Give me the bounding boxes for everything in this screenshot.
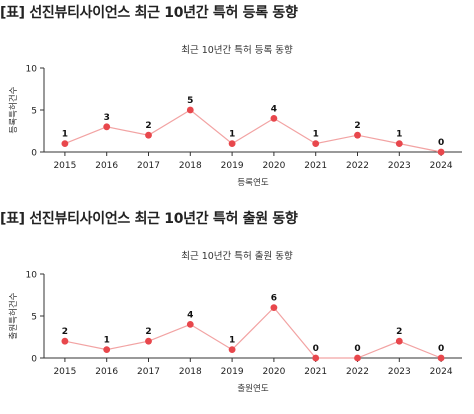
x-tick-label: 2017 [137, 161, 160, 171]
application-chart: 최근 10년간 특허 출원 동향 0 5 10 2015 2016 2017 2018 2019… [4, 232, 470, 410]
x-axis-label: 등록연도 [237, 178, 268, 188]
chart-title: 최근 10년간 특허 등록 동향 [181, 44, 293, 56]
data-point [103, 346, 111, 353]
data-point [437, 354, 445, 362]
data-label: 4 [271, 104, 277, 114]
data-point [61, 140, 69, 147]
y-tick-label: 5 [31, 313, 37, 323]
x-tick-label: 2019 [221, 161, 244, 171]
x-tick-label: 2021 [304, 161, 327, 171]
data-point [186, 106, 194, 114]
series-line [64, 306, 442, 359]
y-tick-label: 10 [26, 271, 38, 281]
data-label: 1 [62, 130, 68, 140]
x-tick-label: 2016 [95, 367, 118, 377]
data-point [103, 123, 111, 131]
chart-title: 최근 10년간 특허 출원 동향 [181, 250, 293, 262]
x-tick-label: 2023 [388, 161, 411, 171]
data-label: 1 [396, 130, 402, 140]
series-line [64, 109, 442, 153]
y-tick-label: 10 [26, 65, 38, 75]
data-point [228, 346, 236, 353]
y-axis-label: 출원특허건수 [8, 292, 19, 339]
data-label: 2 [145, 121, 151, 131]
data-point [228, 140, 236, 147]
data-label: 4 [187, 310, 193, 320]
x-tick-label: 2017 [137, 367, 160, 377]
section-title-application: [표] 선진뷰티사이언스 최근 10년간 특허 출원 동향 [0, 211, 298, 227]
x-tick-label: 2018 [179, 161, 202, 171]
x-axis-label: 출원연도 [237, 383, 268, 394]
y-tick-label: 0 [31, 149, 37, 159]
x-tick-label: 2024 [430, 367, 453, 377]
data-point [270, 115, 278, 122]
data-label: 1 [313, 130, 319, 140]
data-point [395, 140, 403, 147]
data-point [145, 337, 152, 345]
data-label: 1 [229, 336, 235, 346]
x-tick-label: 2020 [262, 367, 285, 377]
data-label: 2 [354, 121, 360, 131]
data-point [186, 321, 194, 328]
data-label: 2 [145, 327, 151, 337]
y-axis-label: 등록특허건수 [8, 86, 19, 133]
x-tick-label: 2022 [346, 161, 369, 171]
x-tick-label: 2015 [53, 367, 76, 377]
section-title-registration: [표] 선진뷰티사이언스 최근 10년간 특허 등록 동향 [0, 5, 298, 21]
data-label: 1 [229, 130, 235, 140]
x-tick-label: 2019 [221, 367, 244, 377]
x-tick-label: 2024 [430, 161, 453, 171]
data-label: 0 [438, 138, 444, 148]
data-point [437, 148, 445, 156]
x-tick-label: 2018 [179, 367, 202, 377]
x-tick-label: 2016 [95, 161, 118, 171]
data-label: 0 [354, 344, 360, 354]
data-point [270, 304, 278, 311]
data-label: 0 [313, 344, 319, 354]
data-point [312, 354, 320, 362]
data-point [395, 337, 403, 345]
registration-chart: 최근 10년간 특허 등록 동향 0 5 10 2015 2016 2017 2018 2019… [4, 26, 470, 204]
x-tick-label: 2015 [53, 161, 76, 171]
x-tick-label: 2020 [262, 161, 285, 171]
data-label: 1 [104, 336, 110, 346]
data-point [354, 354, 361, 362]
data-label: 2 [62, 327, 68, 337]
x-tick-label: 2022 [346, 367, 369, 377]
data-point [354, 131, 361, 139]
x-tick-label: 2023 [388, 367, 411, 377]
data-label: 2 [396, 327, 402, 337]
data-label: 6 [271, 294, 277, 304]
data-point [61, 337, 69, 345]
data-point [312, 140, 320, 147]
data-label: 3 [104, 113, 110, 123]
y-tick-label: 5 [31, 107, 37, 117]
data-label: 0 [438, 344, 444, 354]
data-point [145, 131, 152, 139]
y-tick-label: 0 [31, 355, 37, 365]
x-tick-label: 2021 [304, 367, 327, 377]
data-label: 5 [187, 96, 193, 106]
